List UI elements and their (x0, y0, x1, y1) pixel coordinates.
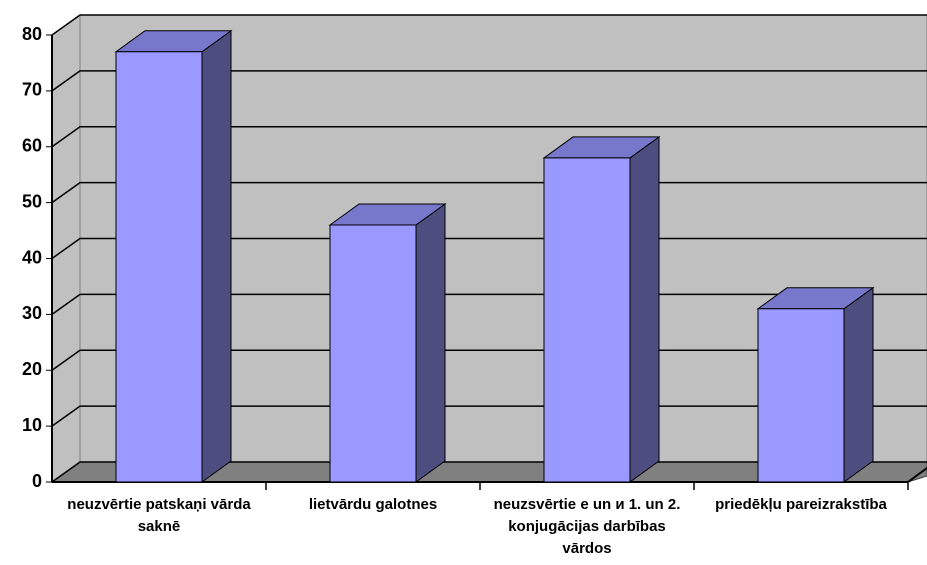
bar-side (415, 202, 446, 483)
x-tick-label: lietvārdu galotnes (308, 496, 438, 513)
y-tick-label: 30 (22, 303, 42, 323)
x-axis-end (907, 467, 927, 483)
y-tick-label: 40 (22, 247, 42, 267)
bar (757, 308, 845, 483)
y-tick-label: 50 (22, 191, 42, 211)
bar-side (843, 286, 874, 483)
bar-side (201, 29, 232, 483)
y-tick-label: 80 (22, 24, 42, 44)
grid-line (51, 14, 927, 36)
y-tick-label: 20 (22, 359, 42, 379)
x-tick-label: neuzsvērtie e un и 1. un 2. konjugācijas… (493, 496, 681, 557)
y-tick-label: 60 (22, 136, 42, 156)
bar (115, 51, 203, 483)
y-tick-label: 0 (32, 471, 42, 491)
grid-line (51, 126, 927, 148)
y-tick-label: 10 (22, 415, 42, 435)
bar (543, 157, 631, 483)
x-tick-label: neuzvērtie patskaņi vārda saknē (67, 496, 251, 535)
bar (329, 224, 417, 483)
y-tick-label: 70 (22, 80, 42, 100)
bar-side (629, 135, 660, 483)
grid-line (51, 70, 927, 92)
x-tick-label: priedēkļu pareizrakstība (715, 496, 887, 513)
